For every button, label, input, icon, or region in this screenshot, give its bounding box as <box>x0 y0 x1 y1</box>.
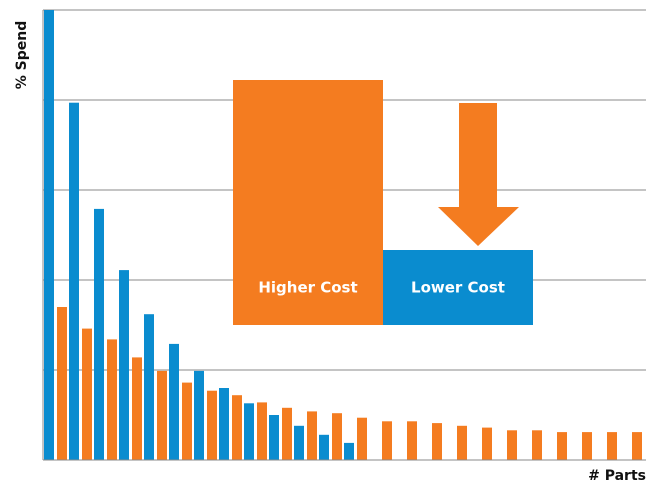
bar <box>457 425 467 460</box>
bar <box>357 417 367 460</box>
annotation-graphic <box>233 80 533 325</box>
bar <box>82 328 92 460</box>
bar <box>207 390 217 460</box>
bar <box>169 343 179 460</box>
annotation: Lower Cost <box>411 279 505 297</box>
higher-cost-box <box>233 80 383 325</box>
bar <box>407 421 417 460</box>
bar <box>282 407 292 460</box>
bar <box>582 432 592 460</box>
bar <box>332 413 342 460</box>
bar <box>57 307 67 460</box>
bar <box>144 314 154 460</box>
bar <box>319 434 329 460</box>
bar <box>507 430 517 460</box>
bar <box>632 432 642 460</box>
y-axis-label: % Spend <box>14 21 30 90</box>
x-axis-label: # Parts <box>588 468 646 484</box>
bar <box>269 415 279 460</box>
bar <box>219 388 229 460</box>
bar <box>307 411 317 460</box>
bar <box>294 425 304 460</box>
bar <box>157 370 167 460</box>
bar <box>194 370 204 460</box>
bar <box>107 339 117 460</box>
bar <box>344 442 354 460</box>
down-arrow <box>438 103 519 246</box>
bar <box>119 270 129 460</box>
bar <box>44 10 54 460</box>
bar <box>94 208 104 460</box>
annotation: Higher Cost <box>258 279 357 297</box>
bar <box>182 382 192 460</box>
bar <box>257 402 267 460</box>
bar <box>244 403 254 460</box>
bar <box>482 427 492 460</box>
bar <box>432 423 442 460</box>
bar <box>532 430 542 460</box>
lower-cost-box <box>383 250 533 325</box>
bar <box>557 432 567 460</box>
bar <box>69 102 79 460</box>
bar <box>382 421 392 460</box>
bar <box>132 357 142 460</box>
bar <box>232 395 242 460</box>
bar <box>607 432 617 460</box>
